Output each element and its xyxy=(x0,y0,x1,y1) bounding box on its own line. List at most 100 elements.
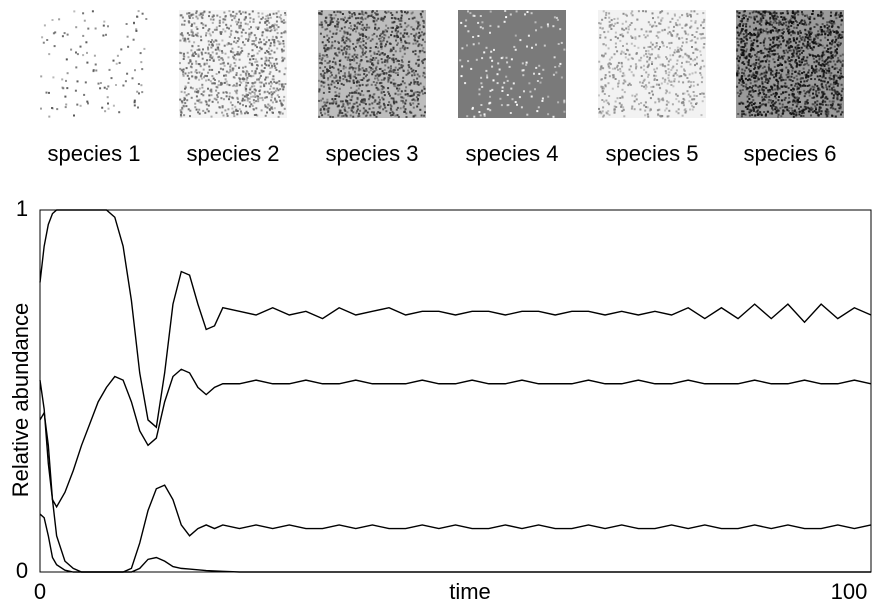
image-speck xyxy=(278,80,280,82)
image-speck xyxy=(197,91,199,93)
image-speck xyxy=(245,105,247,107)
image-speck xyxy=(736,58,738,60)
image-speck xyxy=(751,104,753,106)
image-speck xyxy=(643,69,645,71)
image-speck xyxy=(537,80,539,82)
image-speck xyxy=(619,97,621,99)
image-speck xyxy=(360,41,362,43)
image-speck xyxy=(330,72,332,74)
image-speck xyxy=(679,56,681,58)
image-speck xyxy=(393,59,395,61)
image-speck xyxy=(822,45,824,47)
image-speck xyxy=(241,31,243,33)
species-label: species 2 xyxy=(187,141,280,166)
image-speck xyxy=(212,22,214,24)
image-speck xyxy=(771,15,773,17)
image-speck xyxy=(745,50,747,52)
image-speck xyxy=(46,92,48,94)
image-speck xyxy=(333,77,335,79)
image-speck xyxy=(269,105,271,107)
image-speck xyxy=(781,85,783,87)
image-speck xyxy=(335,63,337,65)
image-speck xyxy=(782,58,784,60)
image-speck xyxy=(466,44,468,46)
image-speck xyxy=(749,115,751,117)
image-speck xyxy=(610,26,612,28)
image-speck xyxy=(820,68,822,70)
image-speck xyxy=(617,97,619,99)
image-speck xyxy=(687,90,689,92)
image-speck xyxy=(278,116,280,118)
image-speck xyxy=(738,103,740,105)
image-speck xyxy=(268,39,270,41)
image-speck xyxy=(822,23,824,25)
image-speck xyxy=(241,113,243,115)
image-speck xyxy=(818,79,820,81)
image-speck xyxy=(608,12,610,14)
image-speck xyxy=(188,56,190,58)
image-speck xyxy=(796,78,798,80)
image-speck xyxy=(689,73,691,75)
image-speck xyxy=(755,84,757,86)
image-speck xyxy=(349,40,351,42)
image-speck xyxy=(418,32,420,34)
image-speck xyxy=(605,14,607,16)
image-speck xyxy=(622,45,624,47)
image-speck xyxy=(250,26,252,28)
image-speck xyxy=(826,24,828,26)
image-speck xyxy=(760,13,762,15)
image-speck xyxy=(804,29,806,31)
image-speck xyxy=(553,74,555,76)
image-speck xyxy=(261,34,263,36)
image-speck xyxy=(365,75,367,77)
image-speck xyxy=(331,45,333,47)
image-speck xyxy=(622,72,624,74)
image-speck xyxy=(230,25,232,27)
image-speck xyxy=(672,54,674,56)
image-speck xyxy=(100,82,102,84)
image-speck xyxy=(477,22,479,24)
image-speck xyxy=(632,14,634,16)
image-speck xyxy=(796,55,798,57)
image-speck xyxy=(334,25,336,27)
image-speck xyxy=(399,50,401,52)
image-speck xyxy=(623,52,625,54)
image-speck xyxy=(660,19,662,21)
image-speck xyxy=(86,62,88,64)
image-speck xyxy=(377,103,379,105)
image-speck xyxy=(229,96,231,98)
image-speck xyxy=(645,36,647,38)
image-speck xyxy=(323,36,325,38)
image-speck xyxy=(792,80,794,82)
image-speck xyxy=(674,78,676,80)
image-speck xyxy=(198,79,200,81)
image-speck xyxy=(418,75,420,77)
image-speck xyxy=(840,99,842,101)
image-speck xyxy=(399,48,401,50)
image-speck xyxy=(805,77,807,79)
image-speck xyxy=(244,19,246,21)
image-speck xyxy=(617,69,619,71)
image-speck xyxy=(282,40,284,42)
image-speck xyxy=(411,13,413,15)
image-speck xyxy=(116,63,118,65)
image-speck xyxy=(253,109,255,111)
image-speck xyxy=(819,15,821,17)
image-speck xyxy=(807,107,809,109)
image-speck xyxy=(615,106,617,108)
image-speck xyxy=(356,26,358,28)
image-speck xyxy=(777,86,779,88)
image-speck xyxy=(369,50,371,52)
image-speck xyxy=(424,111,426,113)
image-speck xyxy=(192,87,194,89)
image-speck xyxy=(535,21,537,23)
image-speck xyxy=(240,111,242,113)
image-speck xyxy=(324,113,326,115)
image-speck xyxy=(416,78,418,80)
image-speck xyxy=(358,65,360,67)
image-speck xyxy=(489,25,491,27)
image-speck xyxy=(806,80,808,82)
image-speck xyxy=(504,21,506,23)
image-speck xyxy=(320,100,322,102)
